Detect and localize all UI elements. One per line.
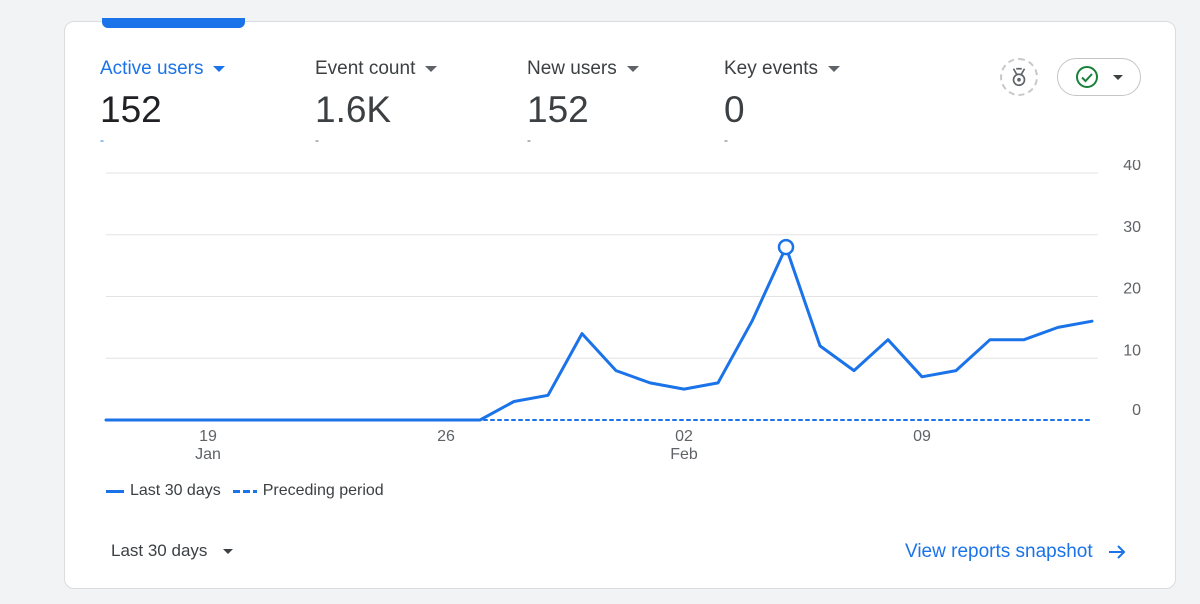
caret-down-icon — [213, 66, 226, 72]
metric-key-events[interactable]: Key events 0 - — [724, 56, 840, 146]
x-tick-label: 02 — [675, 428, 693, 445]
metric-value: 152 — [527, 89, 589, 130]
caret-down-icon — [425, 66, 438, 72]
y-tick-label: 20 — [1123, 281, 1141, 298]
caret-down-icon — [626, 66, 639, 72]
metric-label: New users — [527, 58, 617, 79]
metric-label: Key events — [724, 58, 818, 79]
metric-delta: - — [527, 133, 531, 147]
x-tick-label: 19 — [199, 428, 217, 445]
legend-label-current: Last 30 days — [130, 482, 221, 499]
view-reports-label: View reports snapshot — [905, 541, 1093, 562]
y-tick-label: 40 — [1123, 160, 1141, 174]
view-reports-snapshot-link[interactable]: View reports snapshot — [905, 541, 1127, 563]
metric-label: Active users — [100, 58, 204, 79]
metric-active-users[interactable]: Active users 152 - — [100, 56, 226, 147]
insights-button[interactable] — [1000, 58, 1038, 96]
caret-down-icon — [828, 66, 840, 72]
metric-delta: - — [100, 133, 104, 147]
legend-dashed-swatch — [232, 489, 257, 493]
metric-value: 152 — [100, 89, 162, 130]
metric-delta: - — [315, 133, 319, 147]
metric-value: 0 — [724, 89, 745, 130]
check-circle-icon — [1076, 66, 1098, 88]
medal-icon — [1012, 67, 1026, 87]
arrow-right-icon — [1108, 545, 1126, 559]
metric-value: 1.6K — [315, 89, 392, 130]
metric-event-count[interactable]: Event count 1.6K - — [315, 56, 438, 147]
metric-label: Event count — [315, 58, 416, 79]
highlight-point — [777, 238, 795, 256]
legend-label-previous: Preceding period — [262, 482, 384, 499]
active-tab-indicator — [102, 18, 245, 28]
x-tick-sublabel: Feb — [670, 446, 698, 463]
metric-new-users[interactable]: New users 152 - — [527, 56, 639, 146]
caret-down-icon — [1113, 74, 1123, 80]
y-tick-label: 30 — [1123, 219, 1141, 236]
chart-legend: Last 30 days Preceding period — [106, 482, 396, 500]
x-tick-sublabel: Jan — [195, 446, 221, 463]
caret-down-icon — [223, 548, 234, 554]
y-tick-label: 10 — [1123, 342, 1141, 359]
y-tick-label: 0 — [1132, 402, 1141, 419]
date-range-select[interactable]: Last 30 days — [111, 541, 234, 561]
x-tick-label: 09 — [913, 428, 931, 445]
comparison-menu-button[interactable] — [1057, 58, 1141, 96]
date-range-label: Last 30 days — [111, 541, 208, 560]
x-tick-label: 26 — [437, 428, 455, 445]
metric-delta: - — [724, 133, 728, 147]
overview-card — [64, 21, 1176, 589]
legend-solid-swatch — [106, 489, 124, 493]
series-line-last-30-days — [104, 245, 1094, 422]
